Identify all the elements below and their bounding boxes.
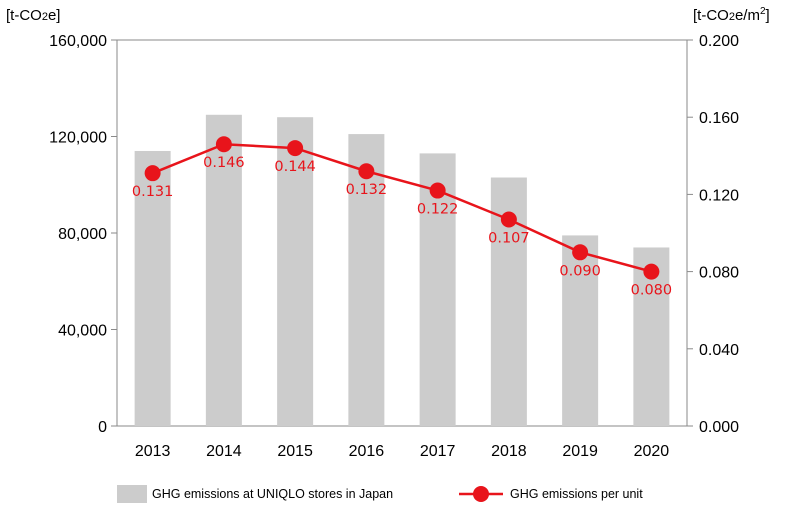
bar-2013 <box>134 150 171 426</box>
left-tick-label: 80,000 <box>58 226 107 243</box>
x-tick-label: 2016 <box>349 443 385 460</box>
data-labels: 0.131 0.146 0.144 0.132 0.122 0.107 0.090 0.080 <box>132 155 672 298</box>
line-point-2019 <box>572 244 589 261</box>
right-tick-label: 0.120 <box>699 187 739 204</box>
legend-bar-label: GHG emissions at UNIQLO stores in Japan <box>152 487 393 501</box>
data-label: 0.146 <box>203 155 245 171</box>
left-axis: 0 40,000 80,000 120,000 160,000 <box>49 33 117 436</box>
line-point-2015 <box>287 140 304 157</box>
data-label: 0.132 <box>346 182 388 198</box>
bar-2014 <box>205 114 242 426</box>
bar-2017 <box>419 153 456 426</box>
line-point-2013 <box>144 165 161 182</box>
line-point-2014 <box>215 136 232 153</box>
right-axis: 0.000 0.040 0.080 0.120 0.160 0.200 <box>687 33 739 436</box>
line-point-2018 <box>500 211 517 228</box>
bar-2015 <box>277 117 314 426</box>
x-tick-label: 2015 <box>277 443 313 460</box>
legend-line-marker <box>473 486 489 502</box>
x-tick-label: 2014 <box>206 443 242 460</box>
line-point-2016 <box>358 163 375 180</box>
legend: GHG emissions at UNIQLO stores in Japan … <box>117 485 643 503</box>
right-tick-label: 0.000 <box>699 419 739 436</box>
x-tick-label: 2013 <box>135 443 171 460</box>
bar-series <box>134 114 670 426</box>
right-tick-label: 0.040 <box>699 342 739 359</box>
data-label: 0.144 <box>274 159 316 175</box>
right-tick-label: 0.080 <box>699 265 739 282</box>
data-label: 0.090 <box>559 263 601 279</box>
x-axis: 2013 2014 2015 2016 2017 2018 2019 2020 <box>135 443 669 460</box>
left-tick-label: 120,000 <box>49 130 107 147</box>
right-axis-unit: [t-CO2e/m2] <box>693 6 770 24</box>
x-tick-label: 2017 <box>420 443 456 460</box>
x-tick-label: 2018 <box>491 443 527 460</box>
data-label: 0.080 <box>631 283 673 299</box>
line-path <box>152 142 652 273</box>
legend-line-label: GHG emissions per unit <box>510 487 643 501</box>
x-tick-label: 2020 <box>634 443 670 460</box>
line-point-2020 <box>643 263 660 280</box>
left-tick-label: 40,000 <box>58 323 107 340</box>
data-label: 0.122 <box>417 202 459 218</box>
left-axis-unit: [t-CO2e] <box>6 7 60 24</box>
line-point-2017 <box>429 182 446 199</box>
line-series <box>144 136 660 280</box>
legend-bar-swatch <box>117 485 147 503</box>
bar-2019 <box>562 235 599 426</box>
plot-area <box>116 39 688 427</box>
right-tick-label: 0.200 <box>699 33 739 50</box>
data-label: 0.131 <box>132 184 174 200</box>
right-tick-label: 0.160 <box>699 110 739 127</box>
x-tick-label: 2019 <box>562 443 598 460</box>
data-label: 0.107 <box>488 230 530 246</box>
bar-2016 <box>348 134 385 426</box>
left-tick-label: 0 <box>98 419 107 436</box>
left-tick-label: 160,000 <box>49 33 107 50</box>
